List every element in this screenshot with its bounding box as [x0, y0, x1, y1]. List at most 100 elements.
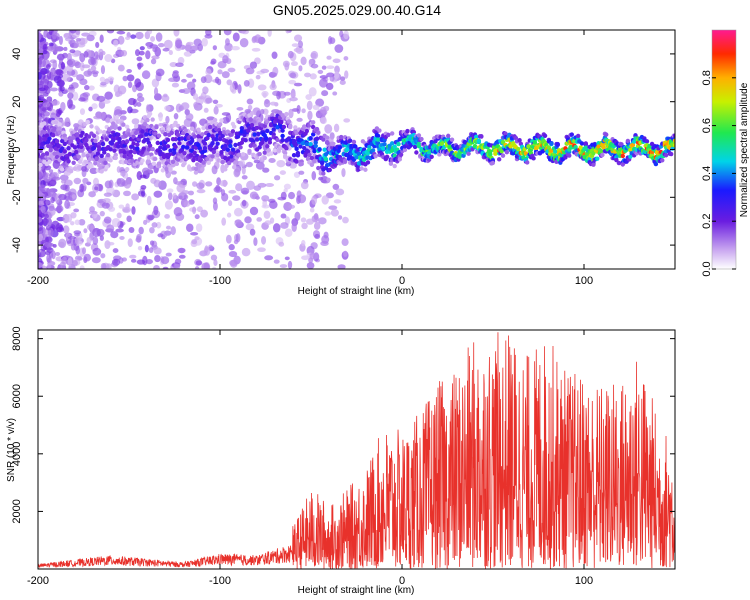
- heatmap-cell: [531, 156, 536, 161]
- heatmap-cell: [337, 215, 343, 220]
- heatmap-cell: [170, 163, 176, 168]
- heatmap-cell: [343, 118, 351, 123]
- heatmap-cell: [223, 167, 228, 172]
- heatmap-cell: [308, 87, 317, 97]
- heatmap-cell: [175, 62, 184, 68]
- heatmap-cell: [307, 110, 313, 121]
- heatmap-cell: [298, 170, 305, 175]
- heatmap-cell: [288, 108, 294, 119]
- heatmap-cell: [72, 166, 78, 171]
- heatmap-cell: [419, 136, 424, 142]
- heatmap-cell: [53, 44, 59, 54]
- heatmap-cell: [248, 117, 253, 122]
- heatmap-cell: [40, 187, 49, 193]
- heatmap-cell: [583, 141, 589, 146]
- heatmap-cell: [71, 135, 76, 140]
- heatmap-cell: [337, 145, 343, 150]
- heatmap-cell: [60, 146, 65, 151]
- heatmap-cell: [67, 151, 73, 157]
- heatmap-cell: [275, 125, 280, 130]
- snr-xtick-label: -100: [209, 575, 231, 587]
- heatmap-cell: [114, 115, 120, 120]
- heatmap-cell: [279, 119, 284, 125]
- heatmap-cell: [280, 222, 289, 229]
- heatmap-cell: [182, 88, 191, 94]
- heatmap-cell: [289, 72, 297, 79]
- heatmap-cell: [668, 151, 674, 157]
- heatmap-cell: [71, 194, 76, 199]
- heatmap-cell: [74, 126, 79, 131]
- colorbar-gradient: [711, 29, 737, 270]
- heatmap-cell: [265, 128, 270, 134]
- heatmap-cell: [267, 137, 273, 142]
- heatmap-cell: [253, 237, 258, 247]
- heatmap-cell: [43, 92, 49, 97]
- heatmap-cell: [103, 192, 112, 197]
- heatmap-cell: [128, 149, 134, 154]
- heatmap-cell: [57, 130, 62, 135]
- heatmap-cell: [173, 144, 178, 150]
- heatmap-cell: [332, 58, 341, 64]
- heatmap-cell: [58, 241, 65, 248]
- heatmap-cell: [165, 115, 170, 124]
- heatmap-cell: [233, 207, 243, 217]
- heatmap-cell: [38, 200, 45, 206]
- heatmap-cell: [356, 151, 362, 157]
- heatmap-cell: [563, 155, 568, 160]
- heatmap-cell: [107, 76, 115, 82]
- heatmap-cell: [353, 144, 358, 149]
- heatmap-cell: [293, 82, 303, 87]
- heatmap-xtick-label: -200: [27, 275, 49, 287]
- heatmap-cell: [488, 152, 493, 157]
- heatmap-cell: [67, 92, 74, 100]
- heatmap-cell: [68, 168, 74, 174]
- heatmap-cell: [73, 40, 79, 49]
- heatmap-cell: [135, 49, 140, 57]
- heatmap-cell: [319, 75, 328, 79]
- heatmap-cell: [203, 246, 211, 256]
- heatmap-cell: [167, 192, 173, 201]
- heatmap-cell: [62, 149, 67, 154]
- heatmap-cell: [161, 94, 170, 102]
- heatmap-cell: [238, 145, 243, 150]
- heatmap-cell: [100, 65, 106, 75]
- heatmap-cell: [77, 159, 83, 164]
- heatmap-cell: [384, 154, 390, 160]
- heatmap-cell: [311, 171, 317, 181]
- heatmap-cell: [359, 166, 364, 171]
- heatmap-cell: [575, 133, 581, 139]
- heatmap-cell: [136, 233, 142, 241]
- heatmap-cell: [271, 109, 280, 114]
- heatmap-cell: [93, 161, 98, 166]
- heatmap-cell: [118, 204, 125, 209]
- heatmap-cell: [42, 111, 50, 117]
- heatmap-cell: [343, 56, 349, 61]
- heatmap-cell: [44, 151, 50, 156]
- heatmap-cell: [265, 182, 275, 188]
- heatmap-cell: [290, 92, 296, 98]
- heatmap-cell: [321, 195, 329, 205]
- heatmap-cell: [333, 123, 340, 133]
- heatmap-cell: [313, 222, 321, 230]
- heatmap-cell: [98, 129, 103, 134]
- heatmap-cell: [182, 150, 187, 156]
- heatmap-cell: [228, 200, 233, 207]
- heatmap-cell: [140, 184, 147, 190]
- heatmap-cell: [326, 55, 332, 60]
- heatmap-cell: [249, 228, 256, 236]
- heatmap-cell: [312, 104, 320, 111]
- heatmap-cell: [126, 74, 135, 82]
- heatmap-cell: [329, 75, 335, 82]
- heatmap-cell: [55, 251, 61, 256]
- heatmap-cell: [229, 259, 238, 267]
- heatmap-cell: [99, 210, 105, 217]
- heatmap-ytick-label: 40: [11, 48, 23, 60]
- heatmap-cell: [466, 151, 471, 156]
- heatmap-cell: [131, 118, 140, 125]
- heatmap-cell: [251, 193, 260, 199]
- heatmap-cell: [381, 146, 386, 151]
- heatmap-cell: [267, 140, 273, 145]
- heatmap-cell: [354, 155, 359, 160]
- heatmap-cell: [192, 78, 197, 83]
- heatmap-cell: [162, 266, 169, 269]
